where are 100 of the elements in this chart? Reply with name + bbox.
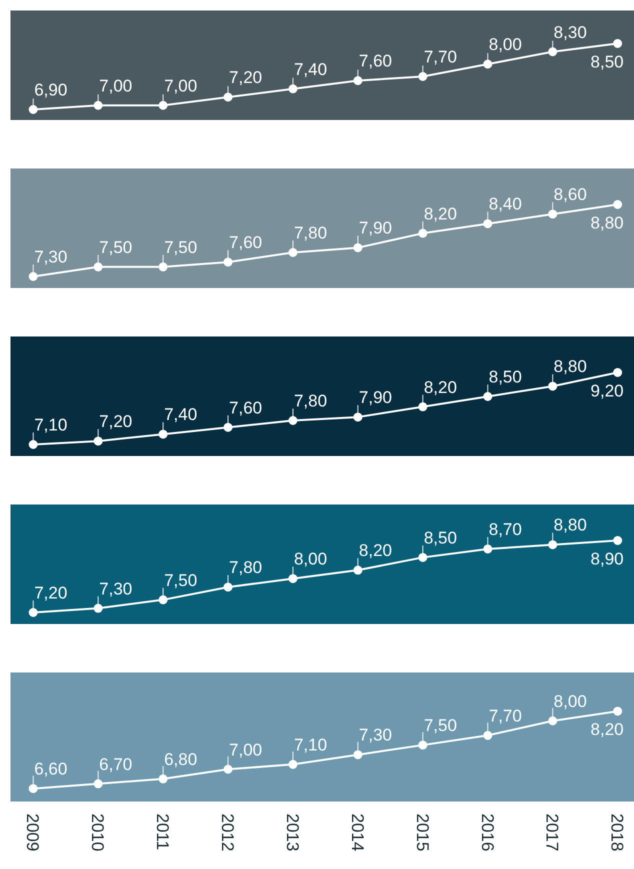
point	[224, 422, 233, 432]
data-label: 8,30	[554, 22, 587, 42]
data-label: 7,90	[358, 218, 392, 238]
point	[288, 574, 298, 584]
data-label: 7,80	[229, 558, 262, 578]
point	[158, 262, 168, 272]
point	[483, 392, 492, 401]
data-label: 6,60	[34, 760, 68, 779]
data-label: 7,60	[358, 52, 392, 71]
data-label: 7,10	[34, 416, 68, 434]
point	[94, 436, 103, 446]
point	[158, 774, 168, 784]
point	[483, 544, 492, 554]
point	[483, 730, 492, 740]
point	[353, 412, 362, 422]
data-label: 7,50	[164, 238, 198, 257]
x-tick-label: 2017	[542, 814, 562, 852]
x-tick-label: 2016	[478, 814, 497, 852]
point	[353, 750, 362, 760]
data-label: 7,30	[34, 248, 68, 266]
data-label: 8,50	[488, 368, 522, 386]
point	[483, 219, 492, 228]
point	[483, 60, 492, 69]
data-label: 8,20	[424, 378, 457, 397]
data-label: 7,00	[164, 76, 198, 96]
data-label: 8,80	[590, 214, 624, 232]
data-label: 7,60	[229, 398, 262, 418]
data-label: 6,90	[34, 80, 68, 100]
data-label: 7,30	[358, 726, 392, 745]
data-label: 7,20	[34, 584, 68, 602]
point	[418, 402, 428, 412]
x-tick-label: 2010	[88, 814, 108, 852]
data-label: 8,50	[424, 528, 457, 548]
point	[418, 552, 428, 562]
point	[353, 76, 362, 86]
point	[158, 595, 168, 604]
x-tick-label: 2012	[218, 814, 238, 852]
x-tick-label: 2009	[23, 814, 42, 852]
data-label: 8,20	[590, 720, 624, 740]
point	[224, 92, 233, 102]
data-label: 7,60	[229, 233, 262, 252]
point	[28, 784, 38, 794]
data-label: 8,20	[424, 204, 457, 224]
data-label: 8,60	[554, 185, 587, 204]
x-tick-label: 2014	[348, 814, 367, 852]
data-label: 7,20	[229, 68, 262, 88]
data-label: 8,00	[554, 692, 587, 711]
data-label: 7,00	[99, 76, 132, 96]
point	[418, 72, 428, 81]
data-label: 8,80	[554, 357, 587, 376]
point	[613, 536, 622, 545]
point	[288, 248, 298, 257]
point	[158, 430, 168, 439]
point	[224, 582, 233, 592]
x-tick-label: 2011	[153, 814, 172, 850]
data-label: 7,80	[294, 224, 328, 242]
point	[613, 706, 622, 716]
point	[548, 382, 558, 391]
point	[28, 608, 38, 617]
point	[613, 39, 622, 48]
point	[613, 200, 622, 209]
point	[353, 566, 362, 575]
data-label: 7,00	[229, 740, 262, 760]
data-label: 8,20	[358, 541, 392, 560]
data-label: 8,00	[488, 35, 522, 54]
x-tick-label: 2015	[412, 814, 432, 852]
data-label: 8,40	[488, 194, 522, 214]
data-label: 7,40	[294, 60, 328, 79]
point	[158, 100, 168, 110]
point	[288, 760, 298, 769]
data-label: 7,70	[424, 48, 457, 66]
data-label: 7,40	[164, 405, 198, 424]
data-label: 9,20	[590, 382, 624, 400]
data-label: 7,90	[358, 388, 392, 408]
point	[548, 540, 558, 550]
point	[94, 604, 103, 613]
point	[548, 210, 558, 219]
point	[224, 258, 233, 267]
x-tick-label: 2018	[608, 814, 627, 852]
point	[28, 272, 38, 281]
data-label: 8,00	[294, 550, 328, 569]
data-label: 7,50	[99, 238, 132, 257]
data-label: 7,50	[424, 716, 457, 736]
data-label: 6,70	[99, 754, 132, 774]
data-label: 7,20	[99, 412, 132, 432]
data-label: 6,80	[164, 750, 198, 769]
point	[28, 440, 38, 449]
point	[353, 243, 362, 252]
data-label: 8,50	[590, 52, 624, 72]
point	[548, 716, 558, 726]
data-label: 7,10	[294, 735, 328, 754]
point	[288, 84, 298, 94]
point	[94, 100, 103, 110]
point	[28, 105, 38, 114]
point	[613, 368, 622, 377]
data-label: 7,30	[99, 579, 132, 598]
point	[288, 416, 298, 425]
point	[224, 764, 233, 774]
point	[548, 47, 558, 56]
point	[418, 740, 428, 750]
